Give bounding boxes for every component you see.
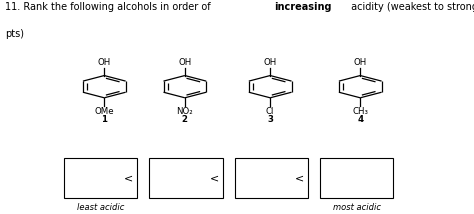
Text: pts): pts) xyxy=(5,29,24,39)
Bar xyxy=(320,158,393,198)
Text: Cl: Cl xyxy=(266,107,274,116)
Text: CH₃: CH₃ xyxy=(352,107,368,116)
Bar xyxy=(149,158,223,198)
Text: OH: OH xyxy=(178,58,191,67)
Text: OMe: OMe xyxy=(94,107,114,116)
Text: <: < xyxy=(295,173,304,183)
Text: <: < xyxy=(124,173,134,183)
Text: increasing: increasing xyxy=(274,2,332,12)
Text: <: < xyxy=(210,173,219,183)
Text: OH: OH xyxy=(264,58,277,67)
Text: least acidic: least acidic xyxy=(77,203,124,212)
Text: OH: OH xyxy=(354,58,367,67)
Bar xyxy=(64,158,137,198)
Bar xyxy=(235,158,308,198)
Text: NO₂: NO₂ xyxy=(176,107,193,116)
Text: 1: 1 xyxy=(101,114,107,123)
Text: acidity (weakest to strongest). (4: acidity (weakest to strongest). (4 xyxy=(348,2,474,12)
Text: most acidic: most acidic xyxy=(333,203,381,212)
Text: 11. Rank the following alcohols in order of: 11. Rank the following alcohols in order… xyxy=(5,2,213,12)
Text: 2: 2 xyxy=(182,114,188,123)
Text: 3: 3 xyxy=(267,114,273,123)
Text: 4: 4 xyxy=(357,114,363,123)
Text: OH: OH xyxy=(98,58,111,67)
